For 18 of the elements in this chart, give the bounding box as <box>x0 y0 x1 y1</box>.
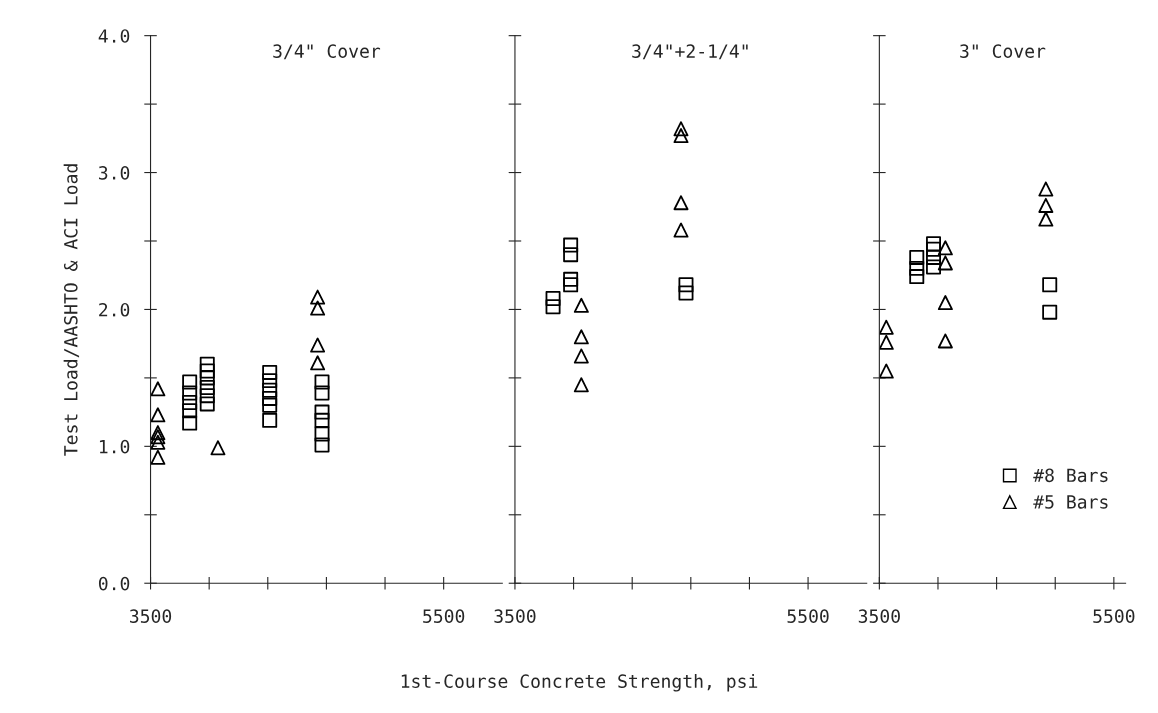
chart-title: 3" Cover <box>960 44 1046 58</box>
chart-title: 3/4"+2-1/4" <box>632 44 748 60</box>
x-tick-label: 3500 <box>494 609 536 623</box>
chart-title: 3/4" Cover <box>273 44 381 60</box>
y-tick-label: 3.0 <box>99 166 130 180</box>
legend-label: #8 Bars <box>1033 468 1108 483</box>
x-tick-label: 5500 <box>1093 609 1135 623</box>
x-tick-label: 3500 <box>858 609 900 623</box>
x-tick-label: 5500 <box>787 609 829 623</box>
y-tick-label: 1.0 <box>99 439 130 454</box>
legend-label: #5 Bars <box>1033 495 1108 509</box>
y-tick-label: 4.0 <box>98 29 130 43</box>
x-tick-label: 5500 <box>423 609 465 623</box>
y-tick-label: 2.0 <box>99 302 130 317</box>
x-tick-label: 3500 <box>130 609 172 623</box>
x-axis-title: 1st-Course Concrete Strength, psi <box>401 674 758 692</box>
y-axis-title: Test Load/AASHTO & ACI Load <box>63 164 80 456</box>
y-tick-label: 0.0 <box>98 576 130 591</box>
